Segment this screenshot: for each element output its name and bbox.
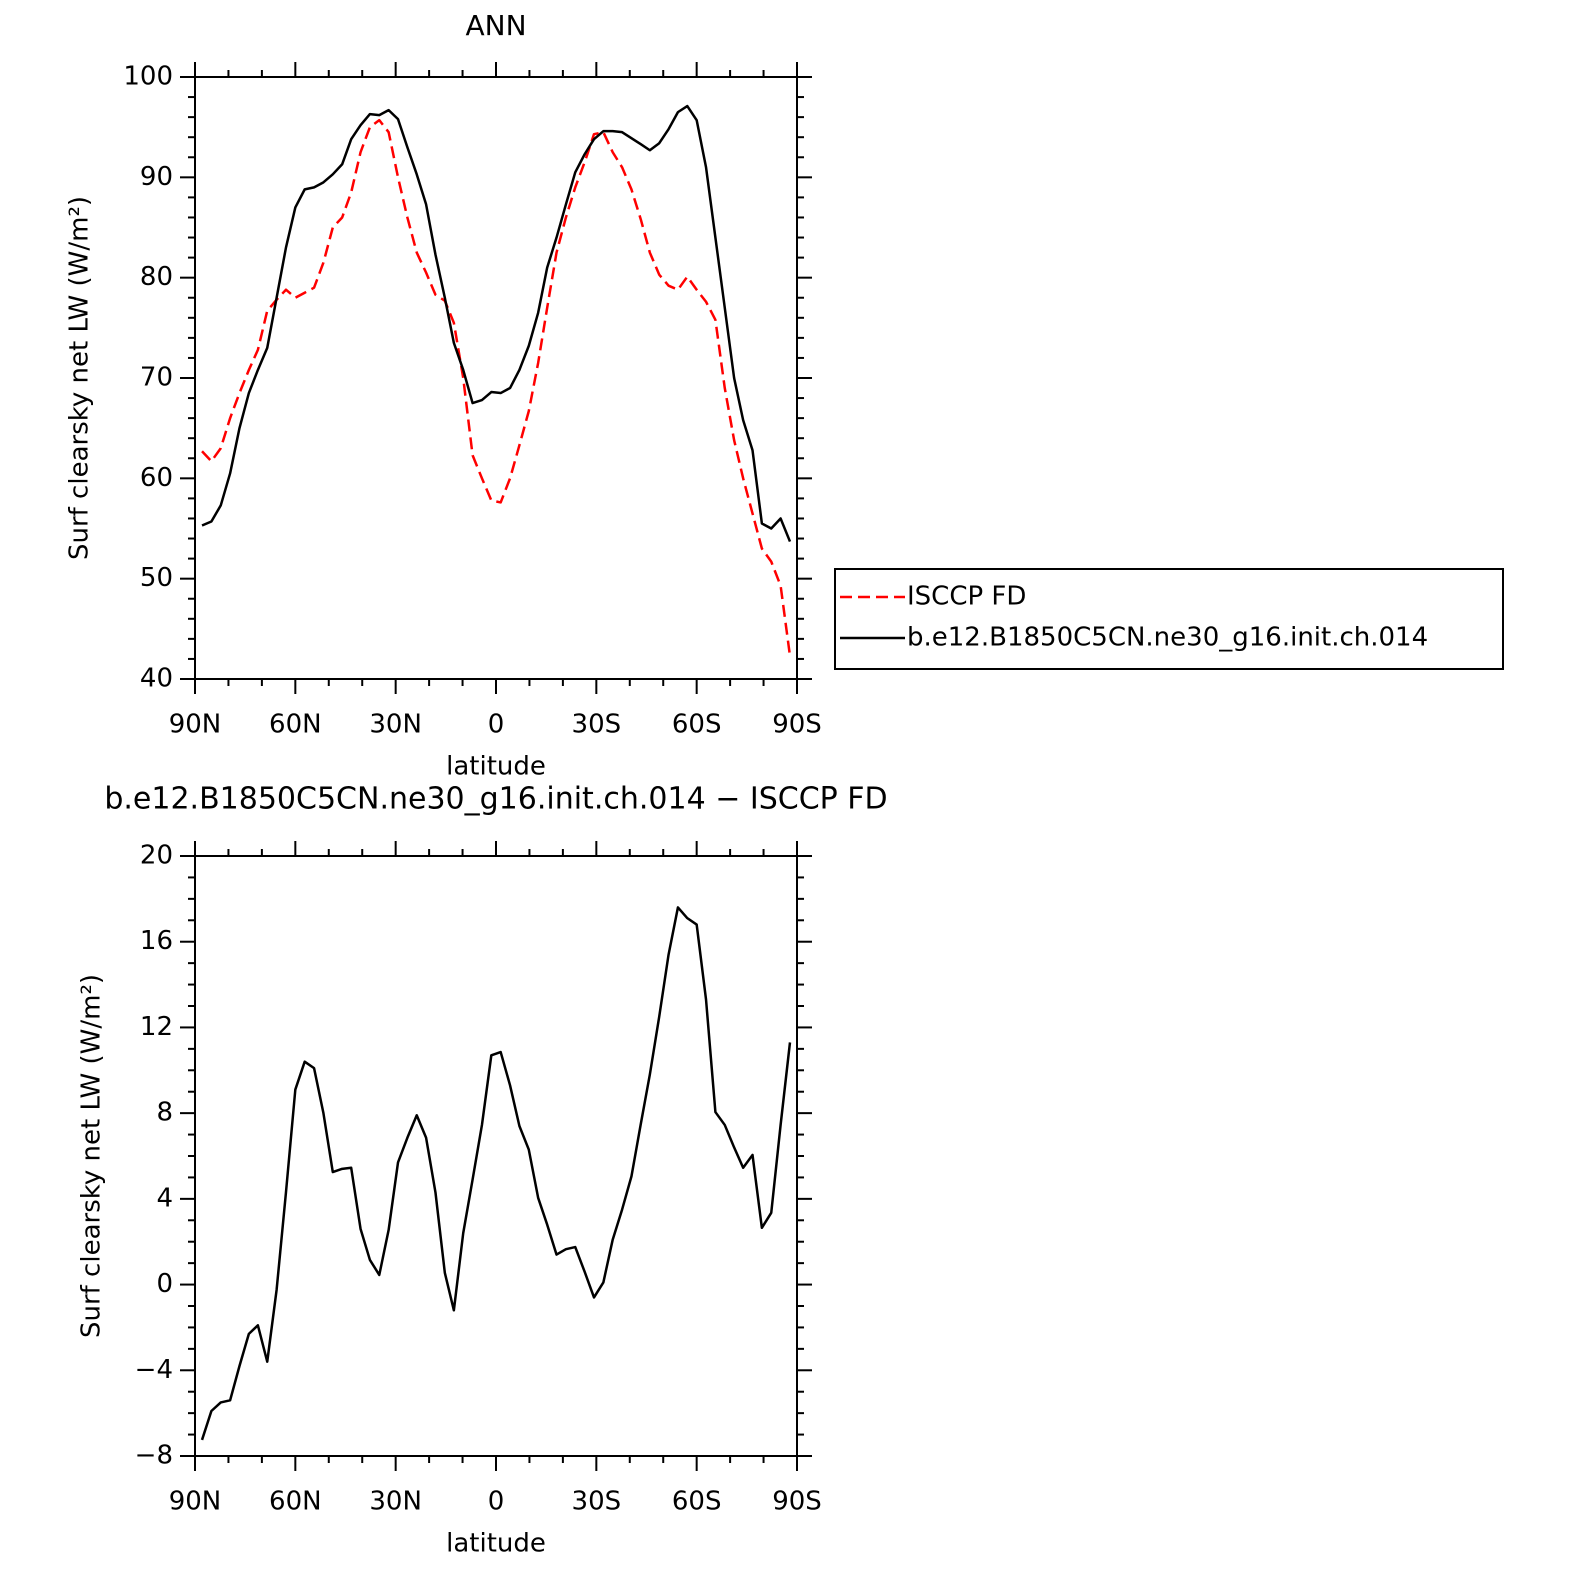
y-axis-label: Surf clearsky net LW (W/m²) xyxy=(65,196,95,560)
y-tick-label: 100 xyxy=(123,62,173,92)
x-tick-label: 90S xyxy=(772,710,822,740)
legend-label: ISCCP FD xyxy=(907,582,1026,612)
x-tick-label: 30N xyxy=(369,1487,422,1517)
x-tick-label: 90N xyxy=(169,710,222,740)
x-axis-label: latitude xyxy=(446,752,546,782)
y-tick-label: 16 xyxy=(140,926,173,956)
y-tick-label: 70 xyxy=(140,363,173,393)
y-tick-label: −8 xyxy=(135,1441,173,1471)
y-tick-label: 80 xyxy=(140,262,173,292)
y-tick-label: 40 xyxy=(140,664,173,694)
chart-title: b.e12.B1850C5CN.ne30_g16.init.ch.014 − I… xyxy=(104,782,887,817)
x-tick-label: 0 xyxy=(488,710,505,740)
x-tick-label: 30S xyxy=(572,710,622,740)
data-line xyxy=(201,118,792,657)
x-tick-label: 60S xyxy=(672,710,722,740)
x-tick-label: 90N xyxy=(169,1487,222,1517)
legend-label: b.e12.B1850C5CN.ne30_g16.init.ch.014 xyxy=(907,623,1428,653)
x-tick-label: 60N xyxy=(269,710,322,740)
x-tick-label: 60S xyxy=(672,1487,722,1517)
x-tick-label: 30N xyxy=(369,710,422,740)
data-line xyxy=(201,104,792,543)
y-tick-label: −4 xyxy=(135,1355,173,1385)
y-tick-label: 4 xyxy=(156,1183,173,1213)
y-tick-label: 50 xyxy=(140,563,173,593)
y-tick-label: 0 xyxy=(156,1269,173,1299)
plot-frame xyxy=(194,855,798,1457)
chart-title: ANN xyxy=(465,9,526,42)
x-tick-label: 30S xyxy=(572,1487,622,1517)
x-tick-label: 90S xyxy=(772,1487,822,1517)
y-tick-label: 12 xyxy=(140,1012,173,1042)
y-tick-label: 60 xyxy=(140,463,173,493)
x-tick-label: 0 xyxy=(488,1487,505,1517)
legend-box xyxy=(834,568,1504,670)
y-tick-label: 8 xyxy=(156,1098,173,1128)
x-axis-label: latitude xyxy=(446,1529,546,1559)
y-tick-label: 90 xyxy=(140,162,173,192)
x-tick-label: 60N xyxy=(269,1487,322,1517)
data-line xyxy=(200,906,792,1441)
y-tick-label: 20 xyxy=(140,841,173,871)
y-axis-label: Surf clearsky net LW (W/m²) xyxy=(77,974,107,1338)
